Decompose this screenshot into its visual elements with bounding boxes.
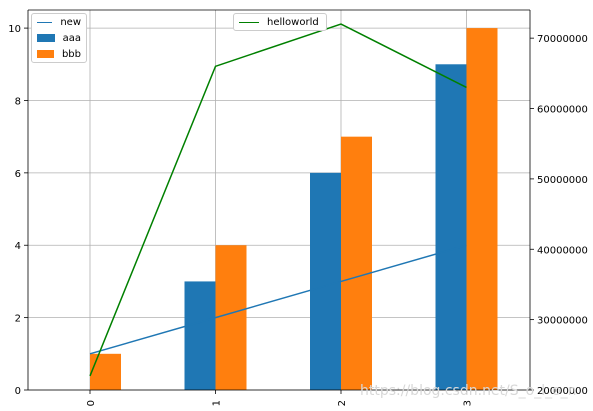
bar-aaa-3 — [435, 64, 467, 391]
legend-item-helloworld: helloworld — [234, 14, 326, 30]
legend-item-aaa: aaa — [32, 30, 86, 46]
right-tick-label-50000000: 50000000 — [537, 175, 588, 186]
bar-bbb-2 — [341, 136, 372, 390]
legend-item-new: new — [32, 14, 86, 30]
right-tick-label-40000000: 40000000 — [537, 245, 588, 256]
bar-bbb-3 — [466, 28, 498, 390]
axes — [24, 9, 534, 394]
left-tick-label-2: 2 — [15, 314, 21, 325]
left-tick-label-0: 0 — [15, 386, 21, 397]
line-series-helloworld — [89, 23, 467, 377]
legend-item-bbb: bbb — [32, 46, 86, 62]
bar-bbb-0 — [90, 353, 121, 390]
x-tick-label-1: 1 — [212, 400, 223, 406]
bar-aaa-1 — [184, 281, 216, 390]
bar-bbb-1 — [215, 245, 247, 390]
bar-aaa-2 — [310, 172, 341, 390]
x-tick-label-0: 0 — [86, 400, 97, 406]
x-tick-label-3: 3 — [463, 400, 474, 406]
series-lines — [89, 23, 467, 377]
legend-right: helloworld — [233, 13, 327, 31]
right-tick-label-70000000: 70000000 — [537, 34, 588, 45]
legend-line-new — [37, 21, 53, 23]
tick-labels: 0246810200000003000000040000000500000006… — [8, 24, 588, 406]
right-tick-label-60000000: 60000000 — [537, 105, 588, 116]
legend-label-aaa: aaa — [62, 32, 81, 44]
line-series-new — [89, 244, 467, 355]
x-tick-label-2: 2 — [337, 400, 348, 406]
right-tick-label-30000000: 30000000 — [537, 316, 588, 327]
legend-line-helloworld — [239, 21, 259, 23]
bars — [90, 28, 498, 391]
legend-label-new: new — [60, 16, 81, 28]
legend-left: new aaa bbb — [31, 13, 87, 63]
left-tick-label-4: 4 — [15, 241, 21, 252]
left-tick-label-10: 10 — [8, 24, 21, 35]
legend-patch-bbb — [37, 50, 54, 58]
left-tick-label-8: 8 — [15, 96, 21, 107]
left-tick-label-6: 6 — [15, 169, 21, 180]
right-tick-label-20000000: 20000000 — [537, 386, 588, 397]
legend-label-bbb: bbb — [61, 48, 81, 60]
legend-label-helloworld: helloworld — [267, 16, 319, 28]
watermark: https://blog.csdn.net/S_o_l_o_n — [360, 383, 577, 399]
legend-patch-aaa — [37, 34, 55, 42]
